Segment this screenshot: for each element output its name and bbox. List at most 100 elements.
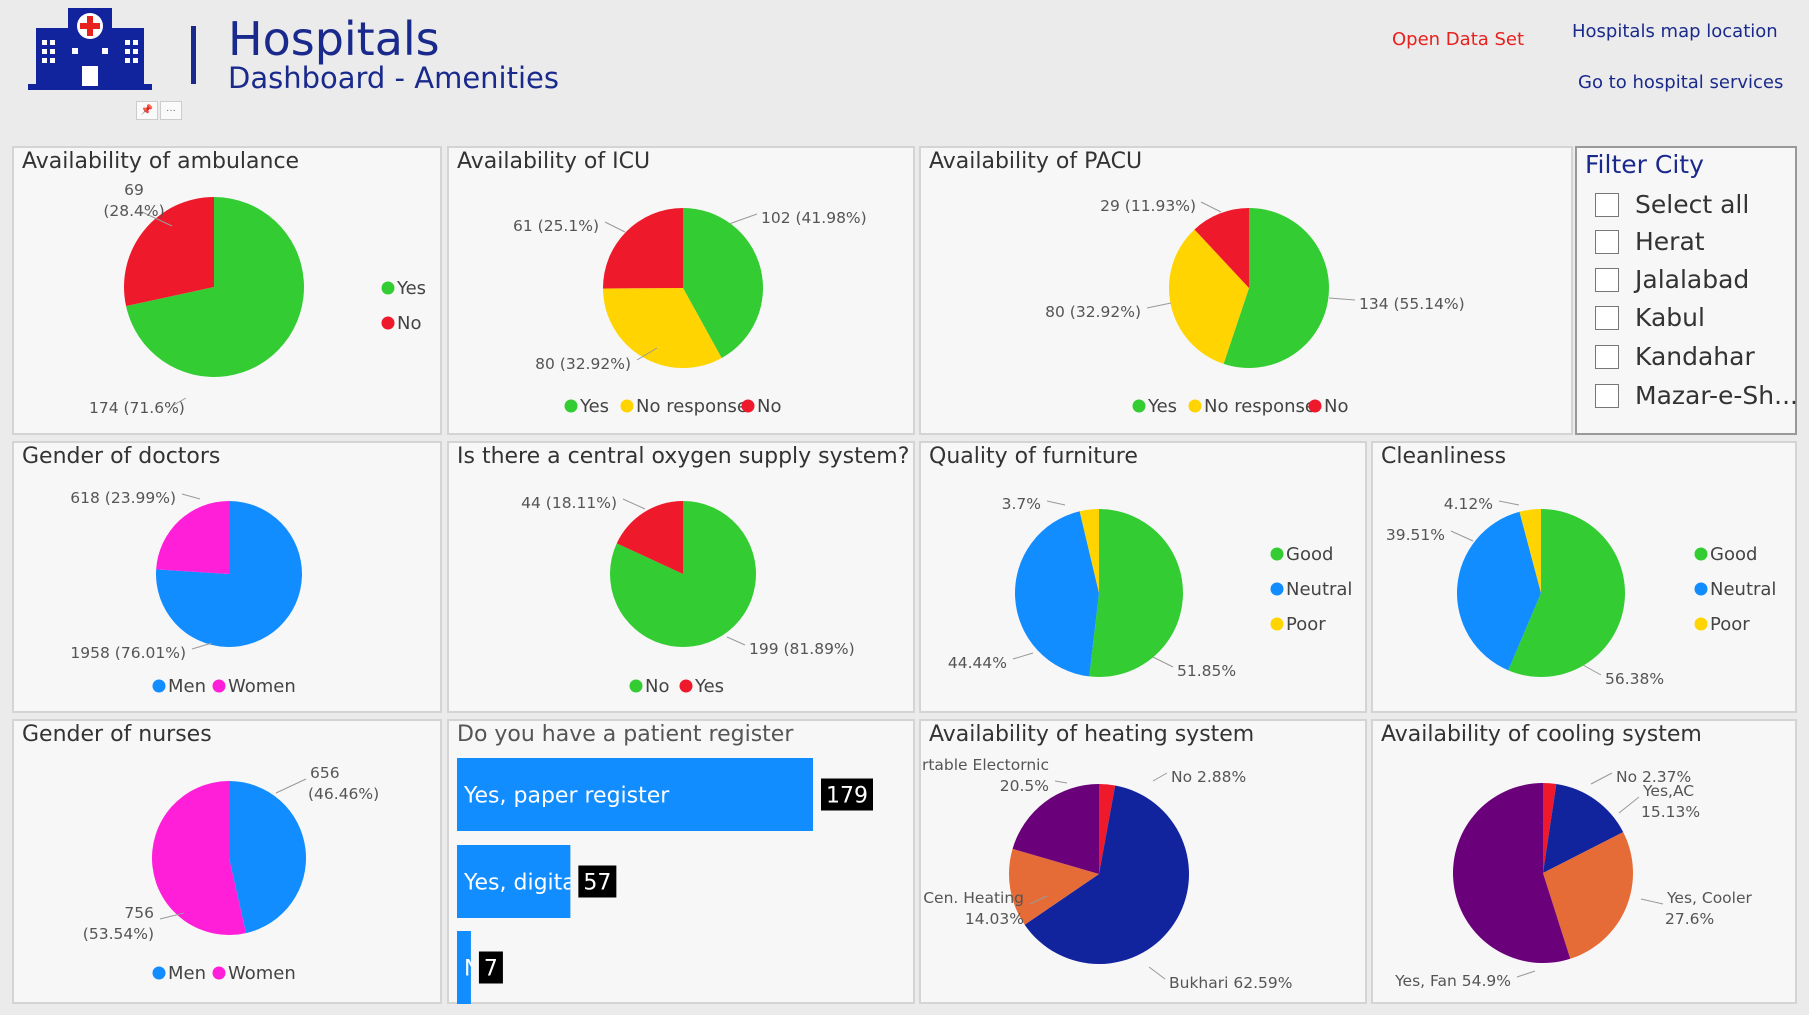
ambulance-pie-chart: 174 (71.6%) 69 (28.4%) Yes No [89,181,427,417]
pie-slice-yes-ac[interactable] [1543,783,1624,873]
pie-slice-no[interactable] [1099,784,1116,874]
pie-slice-no[interactable] [124,197,214,307]
legend-item-good[interactable]: Good [1270,544,1334,565]
checkbox[interactable] [1595,384,1619,408]
bar-yes-paper-register[interactable]: Yes, paper register 179 [457,758,873,831]
data-label: 69 [124,181,144,199]
heating-pie-chart: No 2.88% Bukhari 62.59% Cen. Heating 14.03%… [921,756,1292,992]
pie-slice-yes[interactable] [1223,208,1329,368]
pie-slice-neutral[interactable] [1015,511,1099,677]
legend-item-no-response[interactable]: No response [1188,396,1316,417]
category-label: Yes, paper register [463,784,670,809]
legend-item-women[interactable]: Women [212,676,296,697]
pie-slice-men[interactable] [229,781,306,934]
checkbox[interactable] [1595,193,1619,217]
legend-item-no[interactable]: No [381,313,422,334]
pie-slice-yes-fan[interactable] [1453,783,1571,963]
legend-marker [152,966,166,980]
data-label: Cen. Heating [923,889,1024,907]
legend-item-yes[interactable]: Yes [564,396,610,417]
legend-item-yes[interactable]: Yes [1132,396,1178,417]
data-label: (28.4%) [103,202,164,220]
pie-slice-no-response[interactable] [603,288,722,368]
leader-line [159,912,185,920]
legend-item-no-response[interactable]: No response [620,396,748,417]
checkbox[interactable] [1595,306,1619,330]
pie-slice-no[interactable] [1194,208,1249,288]
hospitals-map-link[interactable]: Hospitals map location [1572,21,1778,42]
pie-slice-good[interactable] [1089,509,1183,677]
card-icu: Availability of ICU 102 (41.98%) 80 (32.9… [447,146,915,435]
leader-line [728,213,758,225]
legend-label: Good [1286,544,1333,565]
legend-item-no[interactable]: No [629,676,670,697]
value-badge [578,865,617,898]
card-oxygen: Is there a central oxygen supply system?… [447,441,915,713]
chart-title: Do you have a patient register [457,722,794,747]
data-label: 102 (41.98%) [761,209,867,227]
legend-item-women[interactable]: Women [212,963,296,984]
pie-slice-yes[interactable] [616,501,683,574]
legend-item-yes[interactable]: Yes [381,278,427,299]
pie-slice-no[interactable] [1543,783,1557,873]
pie-slice-no[interactable] [603,208,683,289]
leader-line [1640,898,1664,905]
oxygen-pie-chart: 199 (81.89%) 44 (18.11%) No Yes [521,494,855,697]
pie-slice-portable-electornic[interactable] [1012,784,1099,874]
legend-item-poor[interactable]: Poor [1270,614,1327,635]
legend-item-men[interactable]: Men [152,963,207,984]
legend-label: Men [168,963,206,984]
card-doctors: Gender of doctors 1958 (76.01%) 618 (23.9… [12,441,442,713]
pie-slice-neutral[interactable] [1457,511,1541,671]
checkbox[interactable] [1595,268,1619,292]
legend-label: Yes [1147,396,1177,417]
checkbox[interactable] [1595,230,1619,254]
leader-line [1012,652,1034,660]
pie-slice-yes[interactable] [683,208,763,359]
legend-label: Yes [694,676,724,697]
pie-slice-yes[interactable] [126,197,305,377]
pie-slice-cen-heating[interactable] [1009,848,1099,925]
bar-no[interactable]: No7 [457,931,503,1004]
header-divider [191,26,196,84]
data-label: 756 [124,904,154,922]
legend-label: No [757,396,781,417]
legend-marker [679,679,693,693]
legend-item-neutral[interactable]: Neutral [1270,579,1353,600]
category-label: Yes, digital register [463,871,675,896]
legend-label: Women [228,676,296,697]
pie-slice-no-response[interactable] [1169,229,1249,364]
pie-slice-bukhari[interactable] [1024,785,1189,964]
leader-line [1148,966,1166,980]
data-label: Portable Electornic [921,756,1049,774]
legend-item-poor[interactable]: Poor [1694,614,1751,635]
pie-slice-poor[interactable] [1079,509,1099,593]
hospital-services-link[interactable]: Go to hospital services [1578,72,1784,93]
data-label: 134 (55.14%) [1359,295,1465,313]
legend-label: Yes [579,396,609,417]
pie-slice-women[interactable] [156,501,229,574]
legend-label: No [645,676,669,697]
legend-item-no[interactable]: No [1308,396,1349,417]
data-label: 80 (32.92%) [535,355,631,373]
legend-item-no[interactable]: No [741,396,782,417]
open-data-set-link[interactable]: Open Data Set [1392,29,1525,50]
legend-item-men[interactable]: Men [152,676,207,697]
filter-title: Filter City [1585,150,1704,179]
leader-line [141,211,173,227]
legend-marker [1308,399,1322,413]
legend-item-yes[interactable]: Yes [679,676,725,697]
pie-slice-yes-cooler[interactable] [1543,832,1633,959]
card-heating: Availability of heating system No 2.88% B… [919,719,1367,1004]
more-icon[interactable]: ··· [160,101,182,120]
pie-slice-good[interactable] [1508,509,1625,677]
pie-slice-poor[interactable] [1519,509,1541,593]
checkbox[interactable] [1595,345,1619,369]
pie-slice-women[interactable] [151,781,246,935]
legend-item-neutral[interactable]: Neutral [1694,579,1777,600]
legend-item-good[interactable]: Good [1694,544,1758,565]
legend-label: Good [1710,544,1757,565]
leader-line [1029,895,1048,905]
pin-icon[interactable]: 📌 [136,101,158,120]
